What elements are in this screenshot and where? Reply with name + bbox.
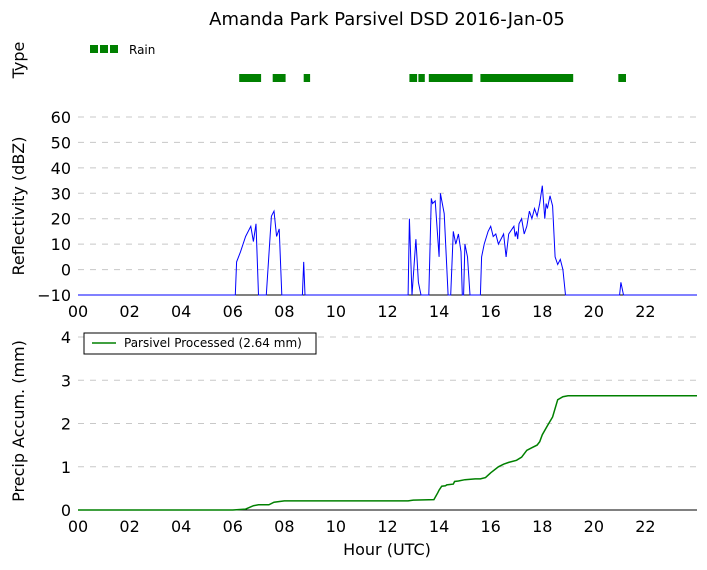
reflectivity-xtick-label: 16 xyxy=(480,302,500,321)
precip-xtick-label: 18 xyxy=(532,517,552,536)
precip-legend: Parsivel Processed (2.64 mm) xyxy=(83,332,317,355)
reflectivity-xtick-label: 08 xyxy=(274,302,294,321)
precip-ytick-label: 1 xyxy=(61,458,71,477)
reflectivity-ytick-label: 40 xyxy=(51,159,71,178)
precip-xtick-label: 16 xyxy=(480,517,500,536)
precip-ytick-label: 0 xyxy=(61,501,71,520)
reflectivity-ytick-label: 0 xyxy=(61,261,71,280)
rain-period-mark xyxy=(239,74,262,82)
reflectivity-ytick-label: 10 xyxy=(51,235,71,254)
reflectivity-xtick-label: 02 xyxy=(119,302,139,321)
precip-xtick-label: 02 xyxy=(119,517,139,536)
precip-ylabel: Precip Accum. (mm) xyxy=(9,340,28,502)
reflectivity-xtick-label: 10 xyxy=(326,302,346,321)
reflectivity-ylabel: Reflectivity (dBZ) xyxy=(9,137,28,276)
rain-period-mark xyxy=(428,74,473,82)
precip-xtick-label: 22 xyxy=(635,517,655,536)
rain-period-mark xyxy=(618,74,626,82)
reflectivity-ytick-label: 30 xyxy=(51,184,71,203)
precip-ytick-label: 4 xyxy=(61,328,71,347)
rain-marks xyxy=(239,74,626,82)
precip-ytick-label: 2 xyxy=(61,415,71,434)
reflectivity-yticks: −10 0 10 20 30 40 50 60 xyxy=(37,108,71,305)
precip-legend-box xyxy=(83,332,317,355)
reflectivity-grid xyxy=(78,116,697,271)
precip-xtick-label: 08 xyxy=(274,517,294,536)
reflectivity-ytick-label: 50 xyxy=(51,133,71,152)
precip-legend-label: Parsivel Processed (2.64 mm) xyxy=(124,336,302,350)
reflectivity-xtick-label: 12 xyxy=(377,302,397,321)
reflectivity-series-line xyxy=(78,185,697,296)
rain-period-mark xyxy=(418,74,425,82)
reflectivity-xtick-label: 06 xyxy=(223,302,243,321)
rain-period-mark xyxy=(303,74,311,82)
type-panel: Type Rain xyxy=(9,42,626,82)
precip-grid xyxy=(78,336,697,468)
type-ylabel: Type xyxy=(9,42,28,80)
reflectivity-ytick-label: 20 xyxy=(51,210,71,229)
rain-period-mark xyxy=(272,74,286,82)
reflectivity-xtick-label: 18 xyxy=(532,302,552,321)
precip-xtick-label: 06 xyxy=(223,517,243,536)
reflectivity-xtick-label: 00 xyxy=(68,302,88,321)
reflectivity-xtick-label: 22 xyxy=(635,302,655,321)
reflectivity-panel: −10 0 10 20 30 40 50 60 00 02 04 06 08 10 12 14 16 18 20 2… xyxy=(9,108,697,321)
type-legend-label: Rain xyxy=(129,43,155,57)
precip-yticks: 0 1 2 3 4 xyxy=(61,328,71,520)
reflectivity-ytick-label: −10 xyxy=(37,286,71,305)
reflectivity-xticks: 00 02 04 06 08 10 12 14 16 18 20 22 xyxy=(68,302,656,321)
type-legend: Rain xyxy=(90,43,155,57)
precip-xticks: 00 02 04 06 08 10 12 14 16 18 20 22 xyxy=(68,517,656,536)
precip-xtick-label: 20 xyxy=(584,517,604,536)
type-legend-swatch xyxy=(90,45,98,53)
precip-xtick-label: 04 xyxy=(171,517,191,536)
type-legend-swatch xyxy=(110,45,118,53)
figure-title: Amanda Park Parsivel DSD 2016-Jan-05 xyxy=(209,9,565,30)
reflectivity-xtick-label: 04 xyxy=(171,302,191,321)
precip-xtick-label: 12 xyxy=(377,517,397,536)
precip-xtick-label: 00 xyxy=(68,517,88,536)
precip-xtick-label: 10 xyxy=(326,517,346,536)
rain-period-mark xyxy=(409,74,418,82)
reflectivity-ytick-label: 60 xyxy=(51,108,71,127)
precip-xlabel: Hour (UTC) xyxy=(343,540,431,559)
type-legend-swatch xyxy=(100,45,108,53)
reflectivity-xtick-label: 20 xyxy=(584,302,604,321)
rain-period-mark xyxy=(480,74,574,82)
precip-ytick-label: 3 xyxy=(61,371,71,390)
precip-series-line xyxy=(78,395,697,511)
reflectivity-xtick-label: 14 xyxy=(429,302,449,321)
precip-xtick-label: 14 xyxy=(429,517,449,536)
